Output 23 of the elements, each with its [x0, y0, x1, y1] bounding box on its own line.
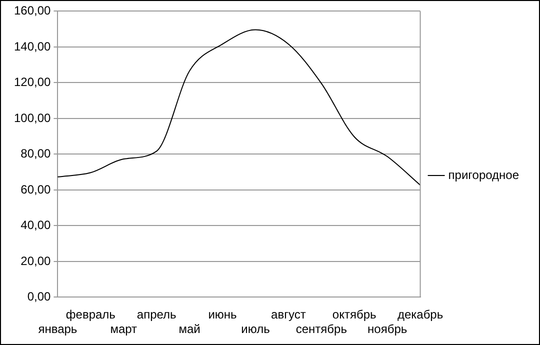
y-tick-label: 60,00 [20, 182, 52, 196]
x-tick-label: апрель [136, 308, 176, 322]
x-tick-label: июль [241, 322, 270, 336]
x-tick-label: февраль [66, 308, 116, 322]
y-tick-label: 160,00 [14, 4, 52, 18]
y-tick-label: 100,00 [14, 110, 52, 125]
legend-label: пригородное [448, 168, 520, 182]
y-tick-label: 120,00 [14, 75, 52, 90]
x-tick-label: август [271, 308, 306, 322]
x-tick-label: март [110, 322, 138, 336]
x-tick-label: ноябрь [368, 322, 408, 336]
line-series [57, 29, 421, 186]
x-tick-label: июнь [208, 308, 237, 322]
y-tick-label: 20,00 [20, 254, 52, 268]
x-tick-label: декабрь [397, 308, 444, 322]
x-tick-label: сентябрь [296, 322, 347, 336]
x-tick-label: май [178, 322, 200, 336]
x-tick-label: январь [38, 322, 78, 336]
y-tick-label: 140,00 [14, 39, 52, 54]
y-tick-label: 0,00 [27, 290, 52, 304]
y-tick-label: 40,00 [20, 218, 52, 232]
y-tick-label: 80,00 [20, 146, 52, 161]
x-tick-label: октябрь [332, 308, 376, 322]
